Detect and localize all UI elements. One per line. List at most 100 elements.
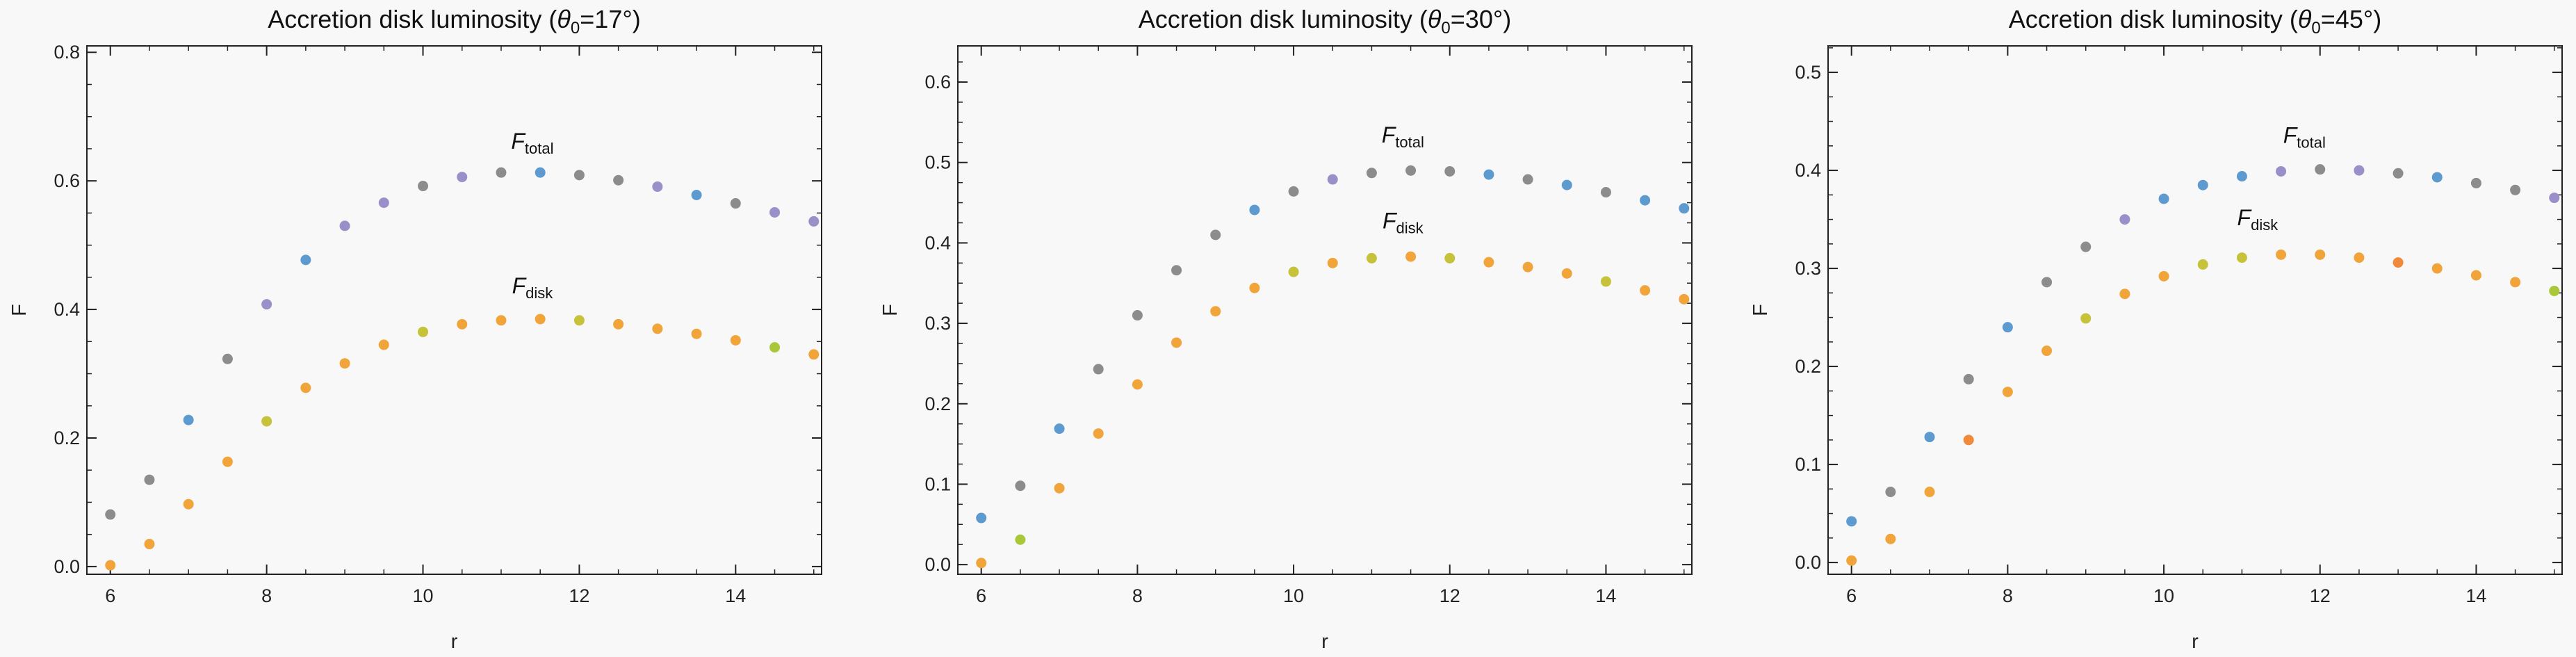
total-flux-point [2392,168,2404,179]
total-flux-point [976,512,987,524]
total-flux-point [1054,423,1065,435]
data-points [105,167,820,571]
total-flux-point [2510,184,2521,195]
y-axis-label: F [8,304,31,316]
y-axis-label: F [1750,304,1772,316]
total-flux-point [183,414,194,425]
series-annotation-disk: Fdisk [1383,209,1424,237]
disk-flux-point [1679,293,1690,305]
x-tick-label: 6 [105,585,115,606]
y-tick-label: 0.1 [1795,454,1821,475]
total-flux-point [1522,174,1533,185]
total-flux-point [2119,214,2130,225]
disk-flux-point [1600,276,1611,287]
total-flux-point [418,181,429,192]
total-flux-point [1924,432,1935,443]
disk-flux-point [457,318,468,330]
disk-flux-point [730,334,741,346]
x-axis-label: r [2192,631,2199,653]
disk-flux-point [222,456,233,467]
disk-flux-point [1210,306,1221,317]
total-flux-point [2470,177,2481,188]
total-flux-point [1327,174,1338,185]
y-tick-label: 0.6 [924,72,951,92]
disk-flux-point [1640,285,1651,296]
disk-flux-point [1405,251,1417,262]
total-flux-point [535,167,546,178]
total-flux-point [2315,164,2326,175]
disk-flux-point [2158,270,2169,282]
total-flux-point [1561,179,1572,190]
chart-title: Accretion disk luminosity (θ0=30°) [1139,5,1511,38]
disk-flux-point [691,328,702,339]
total-flux-point [261,299,272,310]
y-axis-label: F [879,304,902,316]
annotation-layer: Ftotal Fdisk [2237,123,2326,234]
disk-flux-point [1963,435,1974,446]
disk-flux-point [1288,266,1299,277]
disk-flux-point [2315,249,2326,260]
panel-theta-17: Accretion disk luminosity (θ0=17°) r F 6… [8,5,822,653]
disk-flux-point [1015,534,1026,545]
total-flux-point [652,181,663,192]
total-flux-point [339,220,350,232]
y-tick-label: 0.2 [924,394,951,414]
disk-flux-point [2002,387,2013,398]
total-flux-point [222,353,233,364]
annotation-layer: Ftotal Fdisk [511,129,553,302]
x-tick-label: 6 [976,585,986,606]
x-tick-label: 10 [2153,585,2174,606]
disk-flux-point [2510,277,2521,288]
tick-layer: 6 8 10 12 14 0.0 0.2 0.4 0.6 0.8 [54,42,822,606]
annotation-layer: Ftotal Fdisk [1382,122,1424,237]
total-flux-point [2276,165,2287,177]
total-flux-point [2197,179,2208,190]
total-flux-point [1679,203,1690,214]
disk-flux-point [2041,346,2053,357]
total-flux-point [2158,193,2169,204]
x-tick-label: 12 [569,585,589,606]
disk-flux-point [2080,313,2092,324]
disk-flux-point [1483,257,1494,268]
y-tick-label: 0.5 [924,152,951,173]
total-flux-point [1249,204,1260,216]
y-tick-label: 0.0 [1795,552,1821,573]
disk-flux-point [535,314,546,325]
disk-flux-point [2392,257,2404,268]
disk-flux-point [1093,428,1104,439]
x-tick-label: 10 [412,585,433,606]
disk-flux-point [976,558,987,569]
total-flux-point [808,216,820,227]
y-tick-label: 0.5 [1795,62,1821,83]
tick-layer: 6 8 10 12 14 0.0 0.1 0.2 0.3 0.4 0.5 0.6 [924,46,1692,606]
x-axis-label: r [1321,631,1328,653]
y-tick-label: 0.4 [924,232,951,253]
series-annotation-total: Ftotal [2283,123,2326,152]
total-flux-point [730,198,741,209]
panel-theta-30: Accretion disk luminosity (θ0=30°) r F 6… [879,5,1693,653]
total-flux-point [691,190,702,201]
disk-flux-point [573,315,585,326]
series-annotation-disk: Fdisk [512,273,554,302]
total-flux-point [1093,364,1104,375]
disk-flux-point [2276,249,2287,260]
disk-flux-point [1249,282,1260,293]
disk-flux-point [808,349,820,360]
total-flux-point [1288,186,1299,197]
y-tick-label: 0.3 [1795,258,1821,279]
disk-flux-point [1924,487,1935,498]
y-tick-label: 0.3 [924,313,951,334]
disk-flux-point [1522,261,1533,273]
x-tick-label: 12 [1440,585,1460,606]
y-tick-label: 0.4 [1795,160,1821,181]
disk-flux-point [2470,270,2481,281]
disk-flux-point [1171,337,1182,348]
disk-flux-point [1885,533,1896,544]
series-annotation-disk: Fdisk [2237,205,2279,234]
tick-layer: 6 8 10 12 14 0.0 0.1 0.2 0.3 0.4 0.5 [1795,46,2562,606]
plot-frame [957,45,1693,575]
total-flux-point [1210,229,1221,241]
y-tick-label: 0.2 [54,428,80,448]
total-flux-point [144,474,155,485]
